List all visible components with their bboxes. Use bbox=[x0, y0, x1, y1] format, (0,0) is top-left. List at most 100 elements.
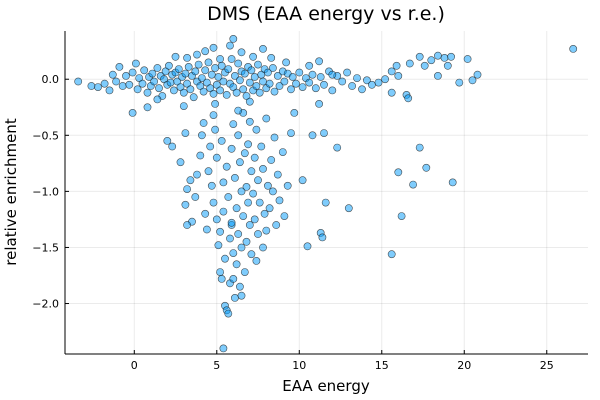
data-point bbox=[433, 51, 442, 60]
data-point bbox=[115, 63, 124, 71]
data-point bbox=[184, 63, 193, 71]
data-point bbox=[283, 181, 292, 190]
data-point bbox=[171, 52, 180, 61]
data-point bbox=[254, 176, 262, 185]
data-point bbox=[292, 79, 300, 88]
data-point bbox=[235, 76, 244, 85]
data-point bbox=[422, 163, 431, 172]
data-point bbox=[420, 61, 429, 70]
x-axis-title: EAA energy bbox=[282, 377, 370, 395]
data-point bbox=[227, 55, 236, 63]
data-point bbox=[219, 207, 228, 216]
data-point bbox=[240, 268, 249, 276]
data-point bbox=[320, 80, 328, 89]
data-point bbox=[381, 75, 389, 84]
data-point bbox=[133, 85, 142, 94]
data-point bbox=[232, 88, 241, 97]
data-point bbox=[245, 221, 254, 229]
data-point bbox=[227, 218, 236, 227]
data-point bbox=[275, 82, 284, 90]
data-point bbox=[252, 82, 261, 90]
data-point bbox=[316, 73, 325, 81]
x-tick-label: 15 bbox=[375, 359, 389, 372]
data-point bbox=[250, 73, 259, 81]
data-point bbox=[290, 109, 299, 117]
data-point bbox=[226, 41, 234, 50]
data-point bbox=[257, 142, 266, 151]
data-point bbox=[367, 80, 376, 89]
data-point bbox=[143, 88, 152, 97]
data-point bbox=[174, 65, 183, 73]
data-point bbox=[222, 162, 231, 171]
data-point bbox=[287, 85, 295, 94]
data-point bbox=[237, 291, 246, 300]
data-point bbox=[199, 87, 208, 96]
data-point bbox=[181, 200, 190, 209]
data-point bbox=[272, 221, 281, 229]
data-point bbox=[259, 45, 267, 53]
data-point bbox=[189, 93, 198, 102]
data-point bbox=[94, 83, 102, 91]
data-point bbox=[250, 153, 259, 162]
y-tick-label: −0.5 bbox=[32, 129, 59, 142]
data-point bbox=[211, 125, 219, 134]
data-point bbox=[247, 66, 256, 75]
data-point bbox=[201, 209, 210, 218]
data-point bbox=[247, 167, 256, 176]
data-point bbox=[280, 77, 289, 86]
data-point bbox=[344, 204, 353, 213]
data-point bbox=[196, 151, 205, 160]
data-point bbox=[179, 102, 188, 110]
data-point bbox=[298, 176, 307, 185]
data-point bbox=[254, 230, 262, 238]
data-point bbox=[214, 241, 223, 250]
data-point bbox=[211, 64, 219, 72]
y-tick-label: −1.5 bbox=[32, 241, 59, 254]
data-point bbox=[235, 282, 244, 291]
data-point bbox=[197, 74, 206, 82]
data-point bbox=[222, 91, 231, 99]
data-point bbox=[122, 72, 130, 80]
data-point bbox=[155, 84, 163, 93]
data-point bbox=[268, 64, 277, 72]
data-point bbox=[179, 88, 188, 97]
data-point bbox=[463, 55, 472, 63]
data-point bbox=[374, 78, 383, 87]
data-point bbox=[305, 78, 314, 87]
data-point bbox=[242, 182, 251, 191]
data-point bbox=[237, 243, 246, 252]
y-axis-title: relative enrichment bbox=[2, 118, 20, 266]
data-point bbox=[240, 149, 249, 158]
data-point bbox=[273, 72, 282, 80]
data-point bbox=[242, 92, 251, 100]
data-point bbox=[268, 187, 277, 196]
data-point bbox=[569, 45, 578, 53]
data-point bbox=[166, 78, 175, 87]
data-point bbox=[262, 114, 271, 123]
data-point bbox=[259, 243, 267, 252]
data-point bbox=[168, 142, 177, 151]
data-point bbox=[153, 64, 162, 72]
data-point bbox=[242, 237, 251, 246]
data-point bbox=[270, 133, 279, 142]
data-point bbox=[224, 193, 233, 201]
data-point bbox=[207, 70, 216, 79]
x-tick-label: 20 bbox=[457, 359, 471, 372]
data-point bbox=[209, 111, 218, 119]
data-point bbox=[224, 309, 233, 318]
data-point bbox=[282, 58, 290, 67]
data-point bbox=[427, 56, 436, 65]
data-point bbox=[473, 70, 482, 79]
data-point bbox=[230, 173, 239, 182]
data-point bbox=[207, 181, 216, 190]
y-axis-ticks: 0.0 −0.5 −1.0 −1.5 −2.0 bbox=[32, 73, 69, 311]
data-point bbox=[214, 73, 223, 81]
data-point bbox=[234, 106, 243, 115]
data-point bbox=[267, 156, 276, 164]
data-point bbox=[303, 242, 312, 251]
data-point bbox=[328, 70, 337, 79]
data-point bbox=[255, 88, 264, 97]
data-point bbox=[181, 129, 190, 137]
data-point bbox=[468, 76, 477, 85]
